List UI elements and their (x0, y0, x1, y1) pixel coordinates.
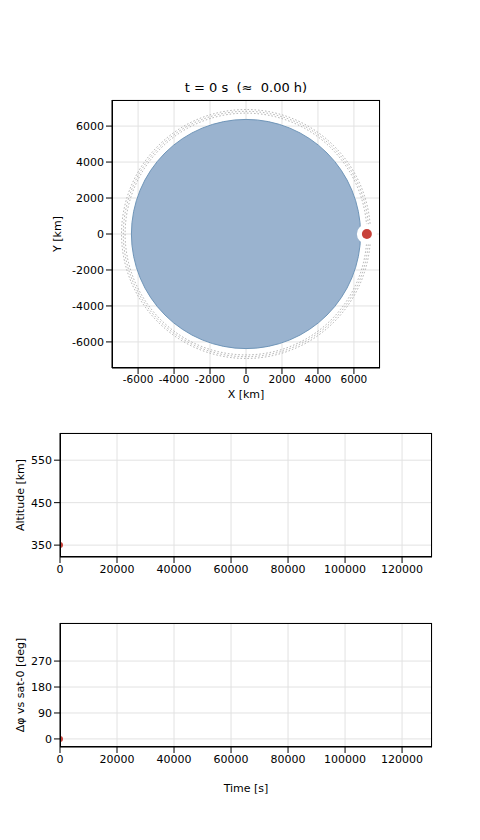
svg-text:X [km]: X [km] (228, 388, 265, 401)
svg-text:0: 0 (243, 373, 250, 385)
html-text:t = 0 s (≈ 0.00 h): t = 0 s (≈ 0.00 h) (184, 80, 308, 95)
svg-text:-4000: -4000 (72, 300, 104, 313)
svg-text:60000: 60000 (214, 563, 249, 576)
svg-text:Time [s]: Time [s] (223, 782, 269, 795)
svg-text:80000: 80000 (271, 753, 306, 766)
svg-text:4000: 4000 (305, 373, 332, 385)
svg-text:0: 0 (97, 228, 104, 241)
svg-text:90: 90 (38, 707, 52, 720)
svg-text:0: 0 (57, 563, 64, 576)
svg-text:0: 0 (57, 753, 64, 766)
svg-text:20000: 20000 (100, 753, 135, 766)
svg-text:270: 270 (31, 655, 52, 668)
svg-text:2000: 2000 (76, 192, 104, 205)
svg-text:100000: 100000 (324, 563, 366, 576)
svg-text:80000: 80000 (271, 563, 306, 576)
svg-text:20000: 20000 (100, 563, 135, 576)
svg-text:4000: 4000 (76, 156, 104, 169)
svg-text:-4000: -4000 (159, 373, 190, 385)
svg-text:120000: 120000 (381, 753, 423, 766)
svg-text:100000: 100000 (324, 753, 366, 766)
svg-text:40000: 40000 (157, 753, 192, 766)
svg-text:-2000: -2000 (72, 264, 104, 277)
svg-text:120000: 120000 (381, 563, 423, 576)
svg-text:-6000: -6000 (72, 336, 104, 349)
svg-text:Δφ vs sat-0 [deg]: Δφ vs sat-0 [deg] (14, 638, 27, 733)
svg-text:2000: 2000 (269, 373, 296, 385)
svg-text:-6000: -6000 (123, 373, 154, 385)
svg-text:-2000: -2000 (195, 373, 226, 385)
svg-text:60000: 60000 (214, 753, 249, 766)
svg-text:180: 180 (31, 681, 52, 694)
svg-text:0: 0 (45, 733, 52, 746)
svg-text:350: 350 (31, 539, 52, 552)
svg-text:6000: 6000 (76, 120, 104, 133)
svg-text:6000: 6000 (341, 373, 368, 385)
svg-text:40000: 40000 (157, 563, 192, 576)
svg-text:550: 550 (31, 454, 52, 467)
svg-text:Altitude [km]: Altitude [km] (14, 459, 27, 531)
svg-text:Y [km]: Y [km] (51, 216, 64, 253)
svg-text:450: 450 (31, 497, 52, 510)
